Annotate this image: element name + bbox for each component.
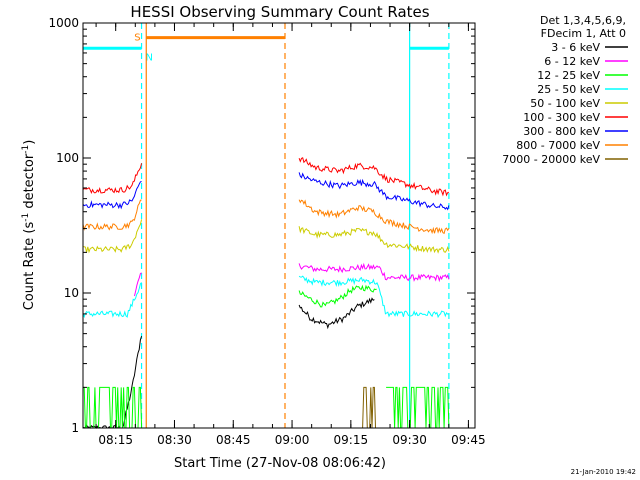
series-5 (82, 157, 450, 197)
flag-N-label: N (146, 52, 153, 63)
series-3 (82, 275, 449, 319)
chart-title: HESSI Observing Summary Count Rates (130, 3, 429, 21)
series-5-trace-1 (298, 157, 450, 197)
series-6 (82, 172, 450, 211)
legend-label-4: 50 - 100 keV (530, 97, 600, 110)
legend-label-1: 6 - 12 keV (544, 55, 600, 68)
series-1 (134, 262, 450, 297)
series-6-trace-1 (298, 172, 450, 211)
series-7-trace-1 (298, 199, 450, 235)
legend-header-line-1: Det 1,3,4,5,6,9, (540, 14, 626, 27)
x-tick-label-1: 08:30 (157, 433, 192, 447)
legend-label-5: 100 - 300 keV (523, 111, 600, 124)
plot-timestamp: 21-Jan-2010 19:42 (571, 468, 636, 476)
series-1-trace-0 (134, 272, 142, 297)
y-axis-label-part-a: Count Rate (s (22, 222, 37, 311)
flag-S-label: S (134, 33, 140, 44)
legend-label-7: 800 - 7000 keV (516, 139, 600, 152)
series-2-trace-1 (298, 284, 377, 308)
legend-header-line-2: FDecim 1, Att 0 (541, 27, 626, 40)
y-axis-label-part-c: detector (22, 153, 37, 213)
y-tick-label-2: 100 (56, 151, 79, 165)
series-3-trace-0 (82, 282, 142, 319)
series-1-trace-1 (298, 262, 450, 283)
y-tick-label-0: 1 (71, 421, 79, 435)
legend-label-2: 12 - 25 keV (537, 69, 600, 82)
series-2-trace-2 (386, 386, 450, 429)
series-7-trace-0 (82, 199, 142, 231)
x-tick-label-4: 09:15 (334, 433, 369, 447)
x-tick-label-6: 09:45 (451, 433, 486, 447)
axes: 1 10 100 1000 08:15 08:30 08:45 09:00 09:15 09:30… (48, 16, 485, 447)
legend-label-6: 300 - 800 keV (523, 125, 600, 138)
y-axis-label: Count Rate (s-1 detector-1) (21, 140, 37, 311)
plot-frame (82, 22, 476, 429)
series-4-trace-0 (82, 219, 143, 254)
x-tick-label-2: 08:45 (216, 433, 251, 447)
y-tick-label-1: 10 (64, 286, 79, 300)
legend: Det 1,3,4,5,6,9, FDecim 1, Att 0 3 - 6 k… (502, 14, 628, 166)
legend-label-0: 3 - 6 keV (551, 41, 600, 54)
series-5-trace-0 (82, 163, 143, 195)
legend-label-3: 25 - 50 keV (537, 83, 600, 96)
y-axis-label-exp-1: -1 (21, 213, 31, 222)
series-7 (82, 199, 450, 235)
x-tick-label-3: 09:00 (275, 433, 310, 447)
y-axis-label-part-e: ) (22, 140, 37, 145)
series-4-trace-1 (298, 226, 450, 254)
series-6-trace-0 (82, 180, 142, 210)
series-0-trace-1 (298, 297, 375, 330)
y-tick-label-3: 1000 (48, 16, 79, 30)
legend-label-8: 7000 - 20000 keV (502, 153, 600, 166)
x-tick-label-5: 09:30 (392, 433, 427, 447)
x-axis-label: Start Time (27-Nov-08 08:06:42) (174, 456, 386, 471)
series-4 (82, 219, 450, 254)
series-3-trace-1 (298, 275, 449, 319)
x-tick-label-0: 08:15 (98, 433, 133, 447)
y-axis-label-exp-2: -1 (21, 145, 31, 154)
